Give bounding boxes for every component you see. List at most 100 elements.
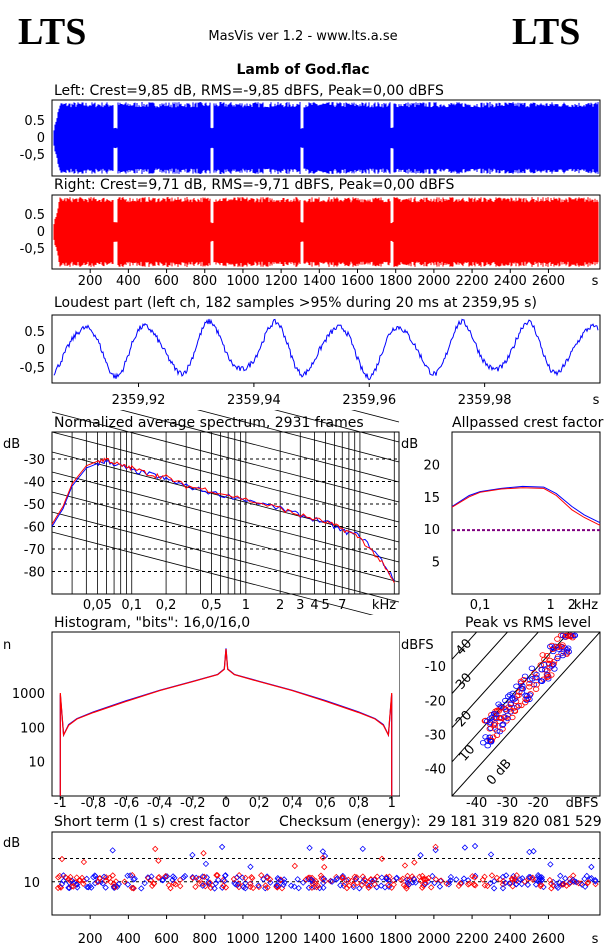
y-tick-label: 100 <box>20 721 45 736</box>
scatter-point <box>264 884 271 891</box>
scatter-point <box>281 879 288 886</box>
scatter-point <box>563 647 571 653</box>
y-tick-label: -60 <box>24 521 45 536</box>
scatter-point <box>481 882 489 889</box>
scatter-point <box>320 875 328 882</box>
scatter-point <box>155 857 162 864</box>
x-tick-label: -0,8 <box>81 796 106 811</box>
scatter-point <box>320 879 327 887</box>
scatter-point <box>162 873 169 880</box>
scatter-point <box>111 883 118 890</box>
scatter-point <box>358 881 366 889</box>
scatter-point <box>255 883 263 891</box>
histogram-title: Histogram, "bits": 16,0/16,0 <box>54 615 250 631</box>
scatter-point <box>471 842 479 850</box>
scatter-point <box>488 872 496 879</box>
scatter-point <box>592 878 599 885</box>
x-tick-label: 1800 <box>379 274 412 285</box>
scatter-point <box>92 873 99 880</box>
scatter-point <box>218 843 226 851</box>
allpassed-series-left <box>451 485 601 524</box>
x-tick-label: 1000 <box>226 932 259 946</box>
scatter-point <box>127 872 134 879</box>
scatter-point <box>321 863 328 871</box>
scatter-point <box>201 873 208 880</box>
scatter-point <box>112 884 119 891</box>
short-term-crest-plot: Short term (1 s) crest factor Checksum (… <box>3 815 602 946</box>
scatter-point <box>343 884 351 892</box>
x-tick-label: 2200 <box>456 932 489 946</box>
scatter-point <box>339 874 346 881</box>
scatter-point <box>291 883 298 890</box>
x-tick-label: 0,05 <box>83 598 112 613</box>
scatter-point <box>159 877 166 884</box>
allpassed-title: Allpassed crest factor <box>452 415 604 431</box>
scatter-point <box>287 882 295 889</box>
x-tick-label: 1 <box>242 598 250 613</box>
y-tick-label: -50 <box>24 498 45 513</box>
spectrum-plot: Normalized average spectrum, 2931 frames… <box>3 410 400 615</box>
x-tick-label: 1400 <box>303 932 336 946</box>
spectrum-frame <box>51 431 400 595</box>
x-tick-label: 0,1 <box>470 598 491 613</box>
x-tick-label: 2359,98 <box>458 393 512 405</box>
scatter-point <box>531 670 538 676</box>
y-tick-label: -20 <box>425 694 446 709</box>
peak-vs-rms-ylabel: dBFS <box>401 638 434 653</box>
scatter-point <box>351 873 358 880</box>
x-tick-label: 400 <box>116 274 141 285</box>
scatter-point <box>497 715 505 722</box>
short-term-ylabel: dB <box>3 836 20 851</box>
scatter-point <box>558 643 565 650</box>
scatter-point <box>74 884 81 891</box>
scatter-point <box>492 711 500 718</box>
slope-line <box>196 410 400 463</box>
x-tick-label: 2000 <box>417 274 450 285</box>
scatter-point <box>565 648 572 655</box>
scatter-point <box>73 874 80 881</box>
left-ytick-05: 0.5 <box>24 114 45 129</box>
waveform-body <box>53 102 599 174</box>
scatter-point <box>362 877 369 884</box>
scatter-point <box>364 881 371 889</box>
scatter-point <box>220 882 227 889</box>
scatter-point <box>206 879 214 886</box>
scatter-point <box>479 876 487 883</box>
scatter-point <box>503 708 510 714</box>
scatter-point <box>167 885 174 892</box>
x-tick-label: -0,4 <box>147 796 172 811</box>
diagonal-label: 30 <box>453 670 475 692</box>
scatter-point <box>65 884 72 891</box>
scatter-point <box>86 882 94 890</box>
scatter-point <box>419 884 426 891</box>
scatter-point <box>397 877 405 884</box>
scatter-point <box>275 876 282 883</box>
scatter-point <box>169 873 177 880</box>
crest-diagonal <box>452 632 509 694</box>
scatter-point <box>155 874 162 881</box>
scatter-point <box>102 877 110 885</box>
diagonal-label: 40 <box>453 636 475 658</box>
scatter-point <box>171 874 178 882</box>
slope-line <box>119 410 400 483</box>
right-ytick-0: 0 <box>37 225 45 240</box>
scatter-point <box>550 648 557 655</box>
slope-line <box>51 471 400 563</box>
scatter-point <box>181 872 189 880</box>
x-tick-label: 0,8 <box>348 796 369 811</box>
x-tick-label: 3 <box>296 598 304 613</box>
scatter-point <box>508 875 516 882</box>
x-unit-label: s <box>593 393 600 405</box>
scatter-point <box>212 880 219 887</box>
scatter-point <box>484 743 491 749</box>
scatter-point <box>141 879 148 887</box>
x-tick-label: 2359,92 <box>112 393 166 405</box>
scatter-point <box>320 884 327 891</box>
scatter-point <box>502 697 509 704</box>
y-tick-label: 10 <box>23 876 40 891</box>
scatter-point <box>541 662 548 668</box>
scatter-point <box>461 844 469 851</box>
scatter-point <box>500 878 507 885</box>
scatter-point <box>306 844 313 852</box>
scatter-point <box>76 877 84 884</box>
